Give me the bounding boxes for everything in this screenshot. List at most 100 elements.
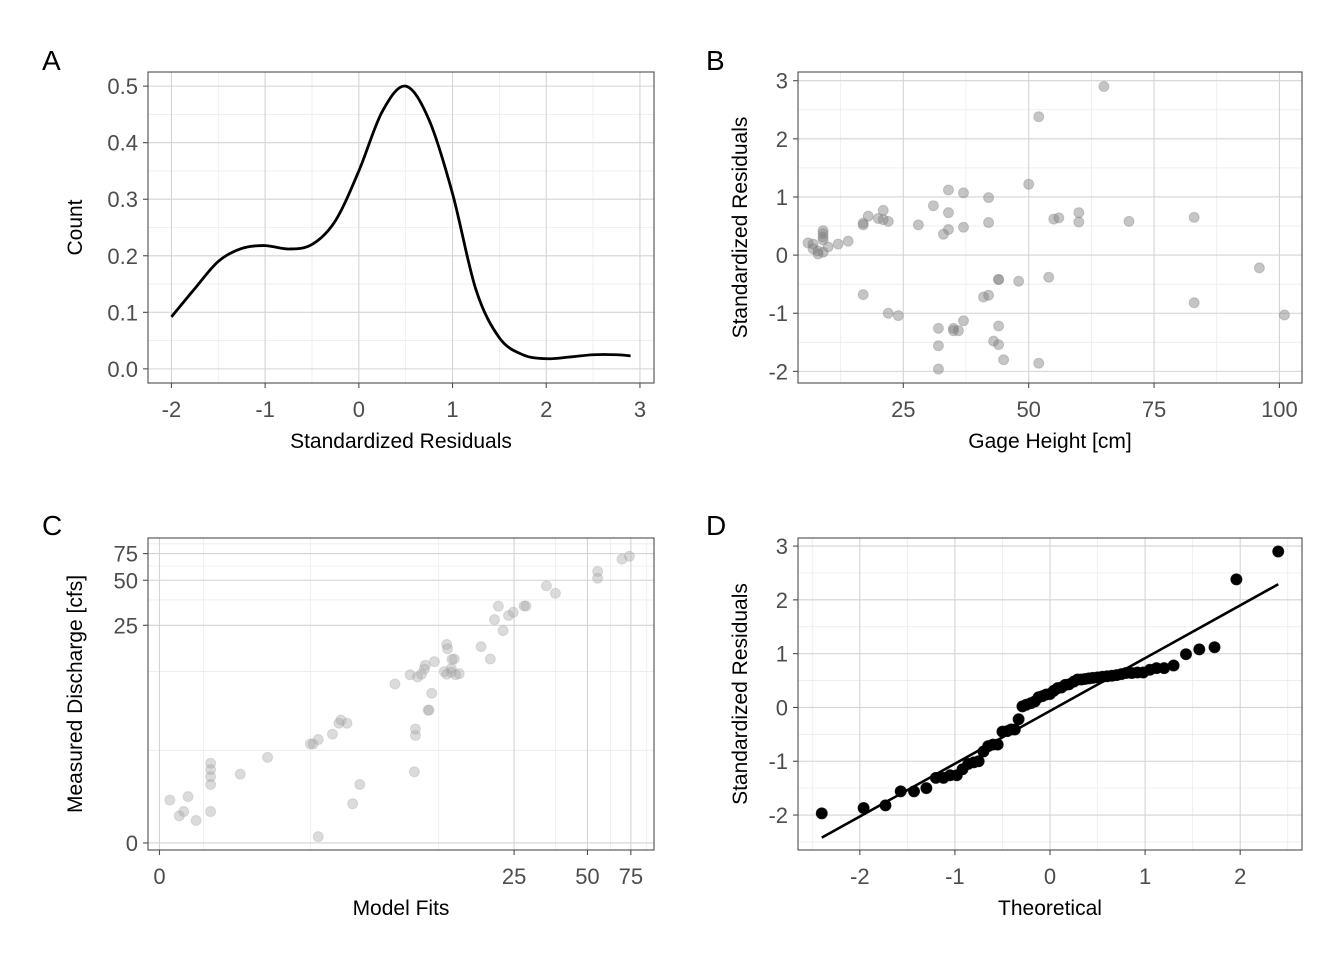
density-line — [170, 84, 631, 361]
data-point — [1012, 713, 1025, 726]
data-point — [842, 235, 854, 247]
data-point — [1073, 216, 1085, 228]
x-axis-label: Model Fits — [353, 897, 450, 920]
data-point — [942, 224, 954, 236]
data-point — [882, 215, 894, 227]
data-point — [817, 225, 829, 237]
data-point — [592, 565, 604, 577]
y-tick-label: 2 — [776, 588, 788, 613]
panel-label: C — [42, 510, 62, 541]
y-tick-label: -2 — [768, 359, 788, 384]
data-point — [518, 600, 530, 612]
y-tick-label: 0 — [776, 695, 788, 720]
x-tick-label: -2 — [850, 864, 870, 889]
data-point — [957, 315, 969, 327]
data-point — [426, 687, 438, 699]
data-point — [520, 600, 532, 612]
y-tick-label: 0.1 — [107, 300, 138, 325]
data-point — [912, 219, 924, 231]
y-axis-label: Standardized Residuals — [729, 117, 752, 339]
data-point — [307, 738, 319, 750]
x-tick-label: 100 — [1261, 397, 1298, 422]
data-point — [326, 728, 338, 740]
data-point — [972, 755, 985, 768]
data-point — [857, 217, 869, 229]
data-point — [892, 310, 904, 322]
x-tick-label: 0 — [153, 864, 165, 889]
data-point — [404, 669, 416, 681]
data-point — [983, 217, 995, 229]
panel-a: -2 -1 0 1 2 3 0.0 0.1 0.2 0.3 0.4 0.5 Standardized R… — [42, 45, 655, 453]
y-tick-label: 0 — [776, 243, 788, 268]
y-axis-label: Standardized Residuals — [729, 583, 752, 805]
data-point — [1188, 297, 1200, 309]
data-point — [957, 187, 969, 199]
panel-b: 25 50 75 100 -2 -1 0 1 2 3 Gage Height [cm] Standar… — [706, 45, 1303, 453]
data-point — [872, 212, 884, 224]
data-point — [932, 340, 944, 352]
data-point — [164, 794, 176, 806]
data-point — [540, 580, 552, 592]
data-point — [1073, 207, 1085, 219]
data-point — [1278, 309, 1290, 321]
x-tick-label: 75 — [619, 864, 643, 889]
data-point — [173, 810, 185, 822]
data-point — [832, 238, 844, 250]
data-point — [616, 553, 628, 565]
data-point — [817, 231, 829, 243]
data-point — [1253, 262, 1265, 274]
x-tick-label: 2 — [1234, 864, 1246, 889]
x-tick-label: -1 — [255, 397, 275, 422]
data-point — [857, 802, 870, 815]
y-tick-label: 1 — [776, 642, 788, 667]
data-point — [418, 663, 430, 675]
data-point — [857, 289, 869, 301]
panel-label: B — [706, 45, 725, 76]
y-tick-label: 75 — [114, 542, 138, 567]
data-point — [438, 666, 450, 678]
data-point — [442, 643, 454, 655]
panel-d: -2 -1 0 1 2 -2 -1 0 1 2 3 Theoretical Standardized R… — [706, 510, 1303, 920]
y-tick-label: 0 — [126, 831, 138, 856]
data-point — [409, 723, 421, 735]
data-point — [484, 653, 496, 665]
data-point — [942, 184, 954, 196]
data-point — [409, 729, 421, 741]
data-point — [1033, 111, 1045, 123]
data-point — [446, 653, 458, 665]
data-point — [312, 831, 324, 843]
data-point — [492, 600, 504, 612]
x-tick-label: -1 — [945, 864, 965, 889]
x-tick-label: 50 — [1016, 397, 1040, 422]
data-point — [354, 778, 366, 790]
data-point — [1272, 545, 1285, 558]
data-point — [983, 289, 995, 301]
data-point — [1193, 643, 1206, 656]
data-point — [879, 799, 892, 812]
data-point — [441, 638, 453, 650]
data-point — [1098, 81, 1110, 93]
data-point — [450, 669, 462, 681]
data-point — [304, 738, 316, 750]
data-point — [445, 666, 457, 678]
data-point — [205, 778, 217, 790]
data-point — [817, 246, 829, 258]
data-point — [408, 766, 420, 778]
x-axis-label: Standardized Residuals — [290, 430, 512, 453]
data-point — [623, 550, 635, 562]
data-point — [993, 339, 1005, 351]
data-point — [998, 354, 1010, 366]
y-axis-label: Count — [64, 199, 87, 255]
data-point — [862, 210, 874, 222]
data-point — [807, 238, 819, 250]
data-point — [488, 614, 500, 626]
data-point — [1123, 215, 1135, 227]
y-tick-label: -1 — [768, 749, 788, 774]
panel-frame — [797, 537, 1303, 851]
x-tick-label: -2 — [162, 397, 182, 422]
data-point — [333, 717, 345, 729]
data-point — [507, 606, 519, 618]
x-tick-label: 0 — [1044, 864, 1056, 889]
y-tick-label: 50 — [114, 568, 138, 593]
data-point — [937, 228, 949, 240]
